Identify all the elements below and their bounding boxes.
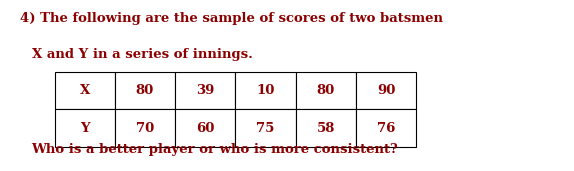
Bar (55, 72, 115, 109)
Text: 60: 60 (196, 122, 215, 135)
Text: 39: 39 (196, 84, 215, 97)
Bar (356, 72, 416, 109)
Text: 10: 10 (256, 84, 275, 97)
Bar (296, 72, 356, 109)
Bar (115, 72, 175, 109)
Text: Who is a better player or who is more consistent?: Who is a better player or who is more co… (32, 143, 398, 156)
Bar (235, 109, 296, 147)
Text: 90: 90 (377, 84, 395, 97)
Text: 75: 75 (256, 122, 275, 135)
Text: 80: 80 (136, 84, 154, 97)
Text: 76: 76 (377, 122, 395, 135)
Text: X: X (80, 84, 90, 97)
Text: X and Y in a series of innings.: X and Y in a series of innings. (32, 48, 253, 61)
Bar (296, 109, 356, 147)
Bar (175, 72, 235, 109)
Text: 80: 80 (317, 84, 335, 97)
Text: 58: 58 (316, 122, 335, 135)
Bar (55, 109, 115, 147)
Bar (175, 109, 235, 147)
Bar (356, 109, 416, 147)
Text: Y: Y (80, 122, 90, 135)
Text: 4) The following are the sample of scores of two batsmen: 4) The following are the sample of score… (20, 12, 443, 25)
Bar (235, 72, 296, 109)
Text: 70: 70 (136, 122, 154, 135)
Bar (115, 109, 175, 147)
